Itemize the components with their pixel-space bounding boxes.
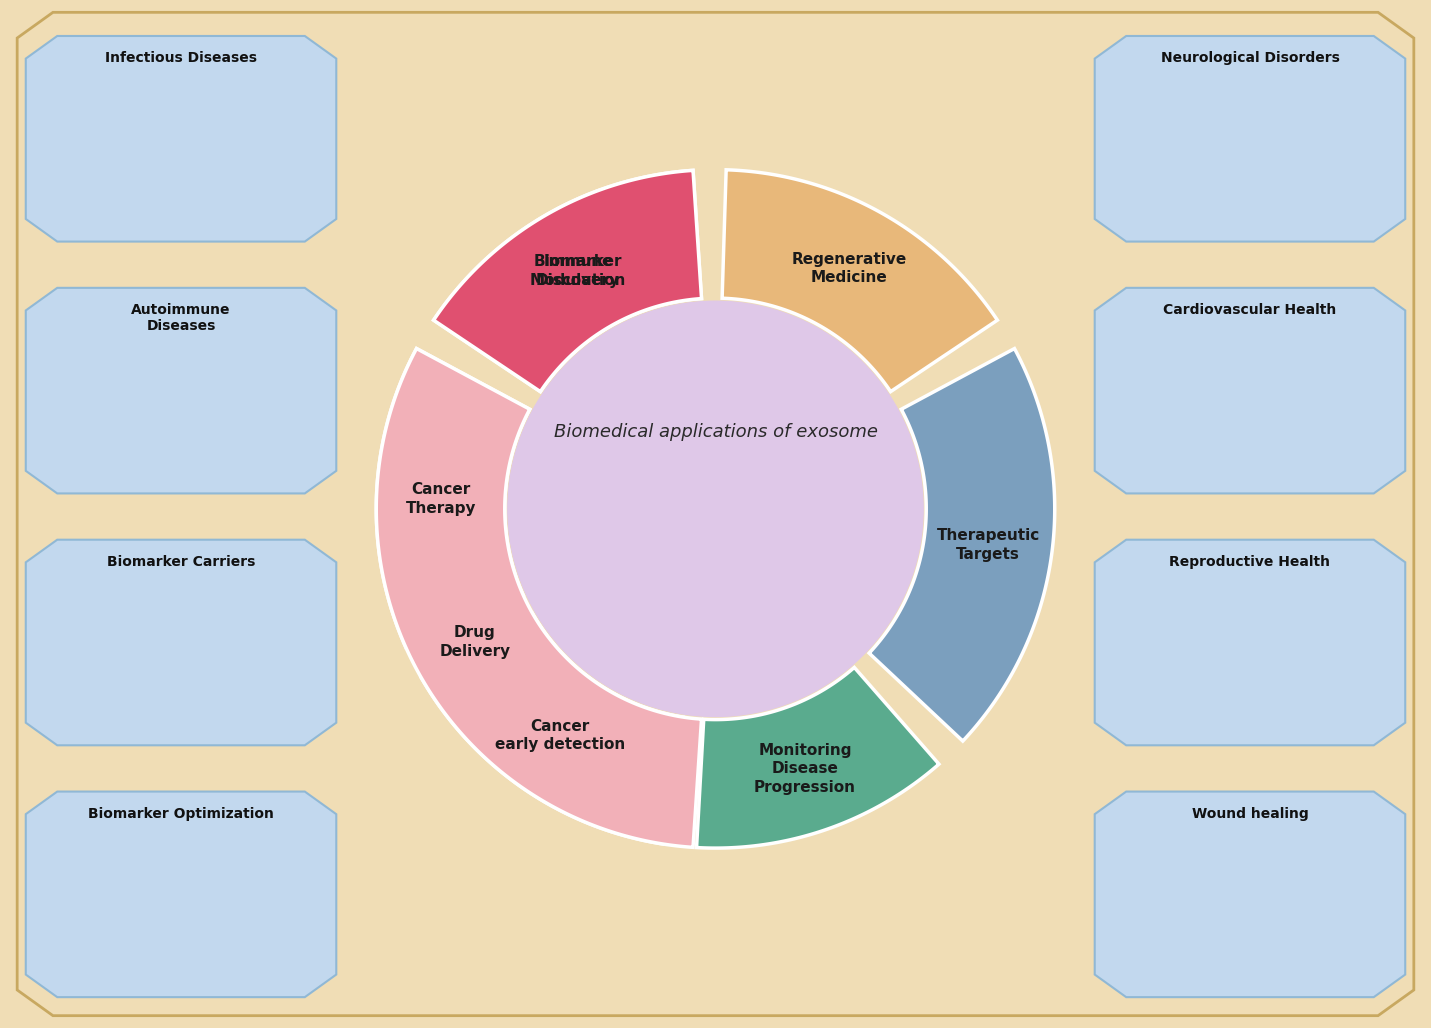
Text: Wound healing: Wound healing [1192,807,1308,821]
Polygon shape [421,614,683,844]
Text: Biomarker Optimization: Biomarker Optimization [89,807,273,821]
Polygon shape [1095,288,1405,493]
Polygon shape [26,792,336,997]
Polygon shape [434,171,701,392]
Polygon shape [26,540,336,745]
Text: Autoimmune
Diseases: Autoimmune Diseases [132,303,230,333]
Polygon shape [26,36,336,242]
Text: Biomarker
Discovery: Biomarker Discovery [534,254,622,288]
Polygon shape [376,348,701,847]
Text: Regenerative
Medicine: Regenerative Medicine [791,252,906,285]
Text: Immune
Modulation: Immune Modulation [529,254,627,288]
Text: Drug
Delivery: Drug Delivery [439,625,511,659]
Text: Reproductive Health: Reproductive Health [1169,555,1331,570]
Text: Biomedical applications of exosome: Biomedical applications of exosome [554,423,877,441]
Polygon shape [1095,792,1405,997]
Text: Cancer
Therapy: Cancer Therapy [405,482,477,516]
Polygon shape [376,348,529,648]
Polygon shape [26,288,336,493]
Polygon shape [697,667,939,848]
Text: Biomarker Carriers: Biomarker Carriers [107,555,255,570]
Text: Monitoring
Disease
Progression: Monitoring Disease Progression [754,743,856,795]
Polygon shape [434,171,701,392]
Text: Cardiovascular Health: Cardiovascular Health [1163,303,1337,318]
Polygon shape [869,348,1055,741]
Polygon shape [723,170,997,392]
Polygon shape [1095,540,1405,745]
Text: Infectious Diseases: Infectious Diseases [104,51,258,66]
Text: Therapeutic
Targets: Therapeutic Targets [936,528,1040,561]
Text: Neurological Disorders: Neurological Disorders [1161,51,1339,66]
Ellipse shape [508,301,923,717]
Polygon shape [1095,36,1405,242]
Text: Cancer
early detection: Cancer early detection [495,719,625,752]
